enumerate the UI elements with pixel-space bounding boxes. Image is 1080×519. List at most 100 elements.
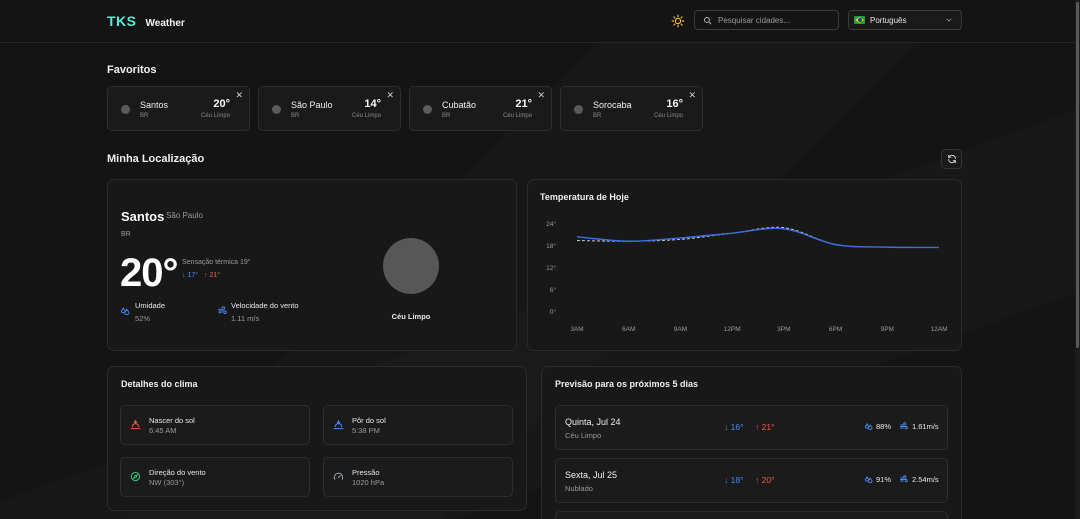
max-temp-value: 21° (209, 272, 221, 279)
forecast-min: ↓ 18° (724, 475, 744, 485)
forecast-humidity-value: 91% (876, 475, 892, 484)
sunrise-icon (130, 419, 141, 430)
wind-direction-label: Direção do vento (149, 468, 206, 477)
y-tick-label: 12° (546, 264, 556, 272)
wind-icon (218, 306, 227, 314)
forecast-min: ↓ 16° (724, 422, 744, 432)
favorite-country: BR (593, 113, 602, 119)
logo-mark: TKS (107, 13, 137, 29)
details-title: Detalhes do clima (121, 379, 198, 389)
favorite-card-sorocaba[interactable]: Sorocaba BR 16° Céu Limpo ✕ (560, 86, 703, 131)
search-box[interactable] (694, 10, 839, 30)
feels-like: Sensação térmica 19° (182, 259, 251, 266)
forecast-max-value: 20° (761, 475, 775, 485)
wind-direction-value: NW (303°) (149, 478, 185, 487)
top-header: TKS Weather Português (0, 0, 1075, 43)
sunset-icon (333, 419, 344, 430)
temperature-chart-panel (527, 179, 962, 351)
forecast-title: Previsão para os próximos 5 dias (555, 379, 699, 389)
chart-title: Temperatura de Hoje (540, 192, 629, 202)
weather-condition-icon (383, 238, 439, 294)
weather-dot-icon (121, 105, 130, 114)
compass-icon (130, 471, 141, 482)
y-tick-label: 18° (546, 242, 556, 250)
forecast-day: Quinta, Jul 24 (565, 417, 621, 427)
x-tick-label: 6PM (829, 326, 842, 333)
wind-icon (900, 422, 908, 430)
x-tick-label: 3PM (777, 326, 790, 333)
forecast-day-card[interactable] (555, 511, 948, 519)
close-icon[interactable]: ✕ (537, 90, 545, 100)
forecast-max: ↑ 20° (755, 475, 775, 485)
sunset-label: Pôr do sol (352, 416, 386, 425)
forecast-wind-value: 2.54m/s (912, 475, 939, 484)
x-tick-label: 9AM (674, 326, 687, 333)
favorite-temp: 14° (364, 98, 381, 110)
favorites-title: Favoritos (107, 64, 157, 76)
favorite-temp: 20° (213, 98, 230, 110)
y-tick-label: 0° (550, 308, 557, 316)
sunrise-label: Nascer do sol (149, 416, 195, 425)
forecast-min-value: 16° (730, 422, 744, 432)
wind-value: 1.11 m/s (231, 314, 260, 323)
favorite-city: São Paulo (291, 100, 333, 110)
pressure-card: Pressão 1020 hPa (323, 457, 513, 497)
language-select[interactable]: Português (848, 10, 962, 30)
brazil-flag-icon (854, 16, 865, 24)
my-location-title: Minha Localização (107, 153, 205, 165)
sunrise-card: Nascer do sol 6:45 AM (120, 405, 310, 445)
max-temp: ↑ 21° (204, 272, 221, 279)
forecast-condition: Nublado (565, 484, 593, 493)
favorite-condition: Céu Limpo (502, 113, 532, 119)
wind-direction-card: Direção do vento NW (303°) (120, 457, 310, 497)
forecast-wind: 1.61m/s (899, 422, 939, 431)
temperature-chart: 24° 18° 12° 6° 0° 3AM 6AM 9AM 12PM 3PM 6PM 9PM 12AM (546, 220, 947, 333)
y-tick-label: 24° (546, 220, 556, 228)
favorite-card-santos[interactable]: Santos BR 20° Céu Limpo ✕ (107, 86, 250, 131)
favorite-city: Cubatão (442, 100, 477, 110)
x-tick-label: 9PM (881, 326, 894, 333)
forecast-min-value: 18° (730, 475, 744, 485)
humidity-value: 52% (135, 314, 151, 323)
pressure-label: Pressão (352, 468, 380, 477)
humidity-label: Umidade (135, 301, 166, 310)
wind-icon (900, 475, 908, 483)
sunset-card: Pôr do sol 5:38 PM (323, 405, 513, 445)
close-icon[interactable]: ✕ (235, 90, 243, 100)
min-max-temps: ↓ 17° ↑ 21° (182, 272, 220, 279)
favorite-condition: Céu Limpo (200, 113, 230, 119)
current-country: BR (121, 231, 131, 238)
forecast-day: Sexta, Jul 25 (565, 470, 618, 480)
close-icon[interactable]: ✕ (688, 90, 696, 100)
forecast-day-card[interactable]: Quinta, Jul 24 Céu Limpo ↓ 16° ↑ 21° 88%… (555, 405, 948, 450)
app-logo[interactable]: TKS Weather (107, 13, 185, 29)
sunset-value: 5:38 PM (352, 426, 380, 435)
wind-label: Velocidade do vento (231, 301, 299, 310)
forecast-humidity: 88% (864, 422, 891, 431)
favorite-card-cubatao[interactable]: Cubatão BR 21° Céu Limpo ✕ (409, 86, 552, 131)
forecast-day-card[interactable]: Sexta, Jul 25 Nublado ↓ 18° ↑ 20° 91% 2.… (555, 458, 948, 503)
forecast-wind: 2.54m/s (899, 475, 939, 484)
theme-toggle-button[interactable] (669, 12, 686, 29)
scrollbar-thumb[interactable] (1076, 2, 1079, 348)
favorite-temp: 21° (515, 98, 532, 110)
humidity-icon (121, 307, 130, 315)
forecast-condition: Céu Limpo (565, 431, 602, 440)
page-scrollbar[interactable] (1075, 0, 1080, 519)
search-input[interactable] (718, 15, 828, 25)
favorite-country: BR (291, 113, 300, 119)
favorite-card-sao-paulo[interactable]: São Paulo BR 14° Céu Limpo ✕ (258, 86, 401, 131)
forecast-humidity-value: 88% (876, 422, 892, 431)
favorite-temp: 16° (666, 98, 683, 110)
favorite-city: Sorocaba (593, 100, 632, 110)
current-region: São Paulo (166, 211, 203, 220)
x-tick-label: 3AM (570, 326, 583, 333)
forecast-max-value: 21° (761, 422, 775, 432)
pressure-value: 1020 hPa (352, 478, 385, 487)
logo-text: Weather (145, 18, 185, 29)
current-condition: Céu Limpo (391, 312, 431, 321)
refresh-button[interactable] (941, 149, 962, 169)
favorite-city: Santos (140, 100, 169, 110)
search-icon (704, 16, 712, 24)
close-icon[interactable]: ✕ (386, 90, 394, 100)
